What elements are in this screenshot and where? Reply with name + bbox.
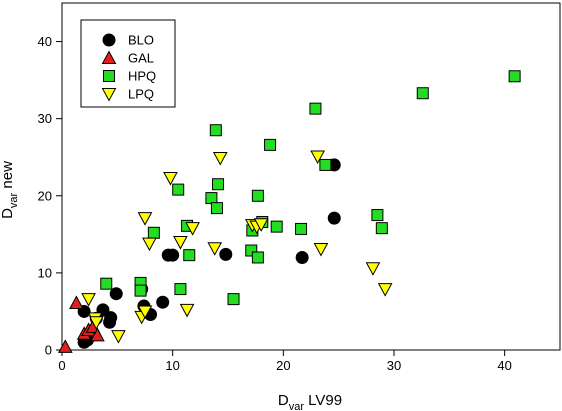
hpq-point	[172, 183, 185, 196]
plot-area	[61, 2, 561, 351]
hpq-point	[295, 222, 308, 235]
legend-label-blo: BLO	[128, 33, 154, 48]
hpq-point	[375, 222, 388, 235]
x-tick-label: 30	[387, 358, 401, 373]
hpq-point	[251, 189, 264, 202]
x-tick-label: 10	[165, 358, 179, 373]
y-tick-label: 20	[38, 188, 52, 203]
lpq-point	[81, 293, 96, 307]
series-hpq	[100, 70, 521, 306]
data-points	[57, 70, 521, 353]
hpq-point	[147, 226, 160, 239]
lpq-point	[137, 212, 153, 226]
hpq-point	[100, 277, 113, 290]
y-tick-label: 0	[45, 343, 52, 358]
legend-label-lpq: LPQ	[128, 87, 154, 102]
hpq-point	[183, 249, 196, 262]
lpq-point	[185, 222, 200, 236]
series-blo	[77, 158, 341, 349]
blo-point	[327, 211, 341, 225]
lpq-point	[253, 218, 269, 232]
legend-label-hpq: HPQ	[128, 69, 156, 84]
lpq-point	[137, 305, 153, 319]
legend-marker-hpq	[103, 70, 115, 82]
hpq-point	[212, 178, 225, 191]
lpq-point	[88, 316, 104, 330]
lpq-point	[212, 151, 228, 166]
blo-point	[103, 315, 117, 329]
lpq-point	[313, 242, 329, 257]
lpq-point	[173, 236, 188, 250]
hpq-point	[245, 244, 258, 257]
blo-point	[166, 248, 180, 262]
hpq-point	[134, 284, 147, 297]
hpq-point	[309, 102, 322, 115]
legend: BLO GAL HPQ LPQ	[80, 19, 176, 108]
axis-ticks: 0 10 20 30 40 0 10 20 30 40	[38, 34, 512, 373]
hpq-point	[174, 283, 187, 296]
legend-label-gal: GAL	[128, 51, 154, 66]
legend-marker-lpq	[101, 88, 117, 102]
hpq-point	[251, 251, 264, 264]
hpq-point	[508, 70, 521, 83]
x-tick-label: 0	[58, 358, 65, 373]
lpq-point	[163, 172, 178, 186]
y-tick-label: 10	[38, 265, 52, 280]
y-tick-label: 40	[38, 34, 52, 49]
blo-point	[156, 295, 170, 309]
legend-marker-gal	[101, 50, 117, 64]
hpq-point	[270, 220, 283, 233]
hpq-point	[209, 124, 222, 137]
x-axis-title: Dvar LV99	[278, 392, 342, 411]
lpq-point	[377, 283, 393, 297]
legend-box	[80, 19, 176, 108]
lpq-point	[207, 242, 223, 256]
lpq-point	[365, 262, 381, 276]
blo-point	[219, 247, 233, 261]
hpq-point	[210, 202, 223, 215]
y-tick-label: 30	[38, 111, 52, 126]
hpq-point	[319, 158, 332, 171]
lpq-point	[179, 303, 195, 318]
series-lpq	[81, 150, 393, 344]
lpq-point	[111, 330, 126, 344]
hpq-point	[227, 293, 240, 306]
x-tick-label: 40	[497, 358, 511, 373]
gal-point	[69, 295, 84, 309]
y-axis-title: Dvar new	[0, 161, 20, 219]
blo-point	[109, 287, 123, 301]
hpq-point	[371, 209, 384, 222]
lpq-point	[310, 150, 325, 165]
gal-point	[90, 327, 105, 342]
lpq-point	[142, 237, 157, 252]
gal-point	[57, 339, 73, 353]
hpq-point	[205, 192, 218, 205]
hpq-point	[264, 138, 277, 151]
x-tick-label: 20	[276, 358, 290, 373]
blo-point	[295, 250, 309, 264]
legend-marker-blo	[102, 33, 116, 47]
hpq-point	[416, 87, 429, 100]
